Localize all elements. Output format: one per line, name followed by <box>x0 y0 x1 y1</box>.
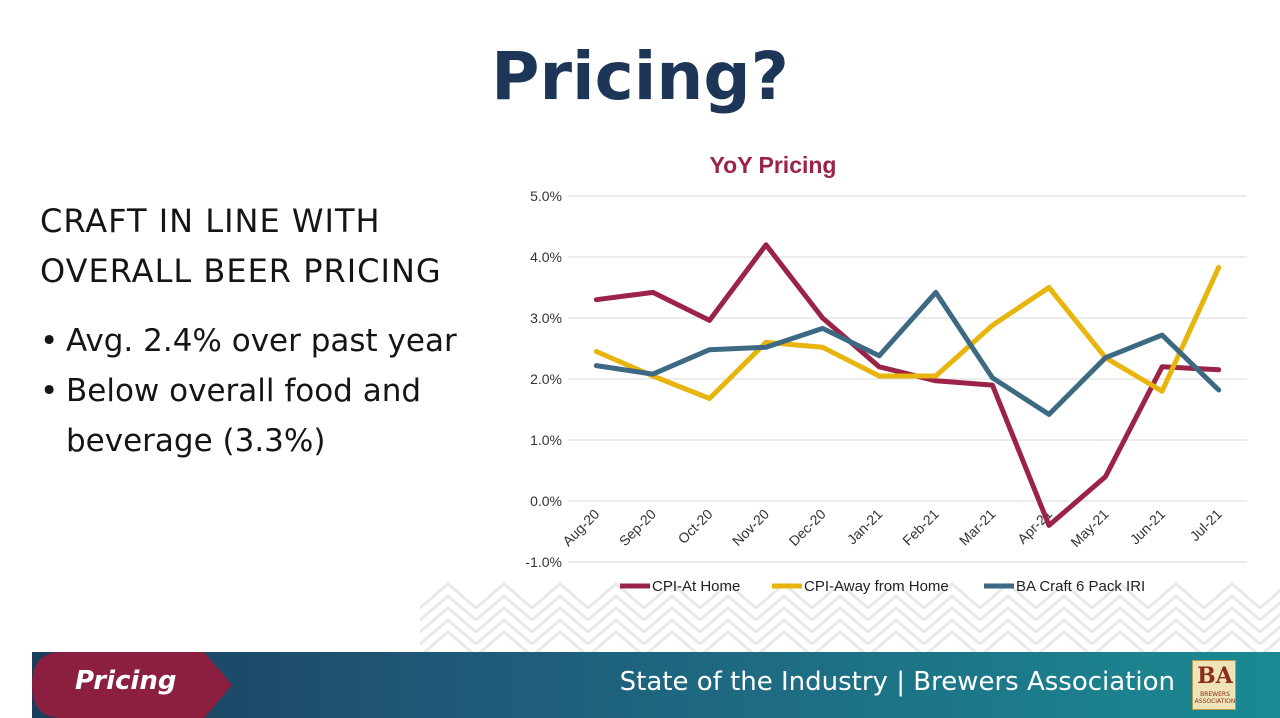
series-line <box>593 289 1222 417</box>
bullet-text-line1: Below overall food and <box>66 373 422 409</box>
y-tick-label: 2.0% <box>530 371 562 387</box>
x-tick-label: Nov-20 <box>729 506 772 549</box>
legend-label: BA Craft 6 Pack IRI <box>1016 578 1145 595</box>
summary-heading-line2: OVERALL BEER PRICING <box>40 252 442 290</box>
bullet-item: Below overall food and beverage (3.3%) <box>40 366 500 466</box>
y-tick-label: 3.0% <box>530 310 562 326</box>
bullet-text: Avg. 2.4% over past year <box>66 323 457 359</box>
bullet-text-line2: beverage (3.3%) <box>66 423 326 459</box>
x-tick-label: Jan-21 <box>844 506 886 548</box>
y-tick-label: 5.0% <box>530 188 562 204</box>
x-tick-label: Sep-20 <box>616 506 659 549</box>
y-tick-label: 1.0% <box>530 432 562 448</box>
x-tick-label: Jun-21 <box>1127 506 1169 548</box>
summary-heading-line1: CRAFT IN LINE WITH <box>40 202 381 240</box>
legend-label: CPI-At Home <box>652 578 740 595</box>
footer: Pricing State of the Industry | Brewers … <box>0 652 1280 718</box>
bullet-list: Avg. 2.4% over past year Below overall f… <box>40 316 500 466</box>
summary-text: CRAFT IN LINE WITH OVERALL BEER PRICING … <box>40 196 500 466</box>
page-title: Pricing? <box>491 38 789 115</box>
y-tick-label: 4.0% <box>530 249 562 265</box>
series-line <box>593 264 1222 401</box>
x-tick-label: Aug-20 <box>559 506 602 549</box>
y-tick-label: -1.0% <box>525 554 562 570</box>
logo-mark: BA <box>1197 663 1233 689</box>
footer-section-label: Pricing <box>75 666 177 696</box>
bullet-item: Avg. 2.4% over past year <box>40 316 500 366</box>
chart-title: YoY Pricing <box>710 152 837 178</box>
footer-section-tab <box>32 652 232 718</box>
series-line <box>593 242 1222 528</box>
logo-subtext: BREWERS ASSOCIATION <box>1194 691 1236 705</box>
footer-org-text: State of the Industry | Brewers Associat… <box>619 667 1175 697</box>
y-tick-label: 0.0% <box>530 493 562 509</box>
legend-label: CPI-Away from Home <box>804 578 949 595</box>
x-tick-label: Dec-20 <box>786 506 829 549</box>
footer-bar <box>32 652 1280 718</box>
x-tick-label: Jul-21 <box>1187 506 1225 544</box>
yoy-pricing-chart: YoY Pricing 5.0% 4.0% 3.0% 2.0% 1.0% 0.0% -1.0… <box>525 152 1247 595</box>
brewers-association-logo: BA BREWERS ASSOCIATION <box>1192 660 1236 710</box>
x-tick-label: Feb-21 <box>899 506 942 549</box>
x-tick-label: Mar-21 <box>956 506 999 549</box>
zigzag-background-pattern <box>420 578 1280 654</box>
x-tick-label: Oct-20 <box>675 506 716 547</box>
x-tick-label: May-21 <box>1067 506 1111 550</box>
